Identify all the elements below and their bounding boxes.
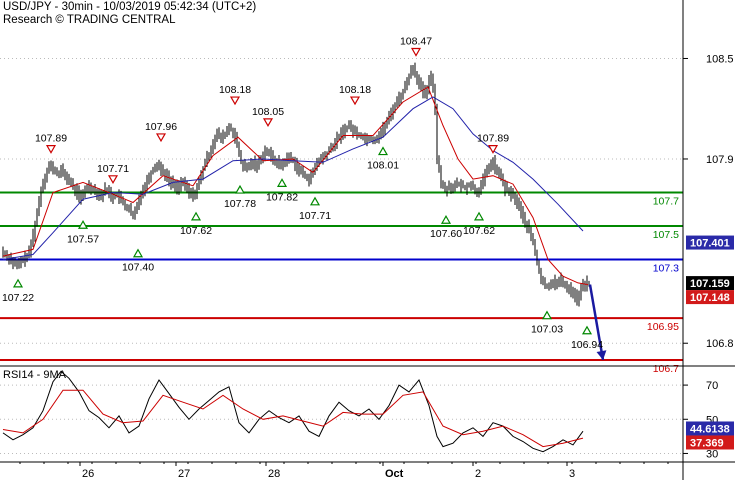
swing-high-marker [229,96,241,106]
rsi-value-tag-text: 37.369 [690,437,724,449]
price-tick-label: 108.5 [706,53,734,65]
level-label: 107.5 [653,229,679,241]
swing-low-label: 106.94 [571,339,603,351]
swing-low-marker [12,278,24,288]
level-label: 106.7 [653,363,679,375]
swing-high-marker [155,133,167,143]
swing-low-marker [77,220,89,229]
swing-high-label: 108.47 [400,36,432,48]
swing-high-marker [487,145,499,154]
swing-high-label: 108.18 [219,84,251,96]
swing-high-label: 108.05 [252,106,284,118]
swing-low-label: 107.82 [266,191,298,203]
swing-high-marker [349,96,361,106]
swing-high-marker [45,145,57,154]
swing-high-label: 107.71 [97,163,129,175]
swing-low-marker [581,325,593,335]
level-label: 107.3 [653,262,679,274]
chart-title: USD/JPY - 30min - 10/03/2019 05:42:34 (U… [3,1,257,13]
level-label: 107.7 [653,195,679,207]
swing-low-label: 107.62 [463,225,495,237]
price-tick-label: 106.8 [706,338,734,350]
time-tick-label: 26 [82,468,94,480]
swing-high-label: 107.96 [145,121,177,133]
swing-low-label: 107.03 [531,324,563,336]
rsi-line [2,370,584,453]
rsi-tick-label: 70 [706,380,718,392]
swing-low-marker [541,310,553,320]
swing-low-label: 108.01 [367,160,399,172]
swing-low-label: 107.71 [299,210,331,222]
swing-low-label: 107.22 [2,292,34,304]
rsi-panel-title: RSI14 - 9MA [3,369,67,381]
swing-low-label: 107.40 [122,262,154,274]
projection-arrowhead [596,350,607,360]
rsi-value-tag-box [686,435,734,450]
swing-high-label: 107.89 [35,133,67,145]
swing-high-marker [262,118,274,128]
rsi-tick-label: 30 [706,448,718,460]
time-tick-label: Oct [385,468,404,480]
swing-low-marker [473,211,485,221]
swing-low-label: 107.78 [224,198,256,210]
swing-low-marker [276,178,288,187]
swing-low-marker [309,196,321,206]
time-tick-label: 2 [475,468,481,480]
swing-low-marker [190,211,202,221]
ma_slow-line [2,96,584,260]
swing-low-marker [234,184,246,194]
rsi_ma-line [2,389,584,448]
price-tag-box [686,235,734,250]
price-tick-label: 107.9 [706,154,734,166]
swing-high-label: 108.18 [339,84,371,96]
rsi-value-tag: 37.369 [686,435,734,450]
time-tick-label: 3 [569,468,575,480]
swing-low-label: 107.57 [67,233,99,245]
swing-low-marker [440,215,452,224]
price-tag: 107.401 [686,235,734,250]
swing-low-marker [132,248,144,258]
price-tag-box [686,276,734,291]
price-tag: 107.159 [686,276,734,291]
price-tag-text: 107.148 [690,292,730,304]
time-tick-label: 28 [268,468,280,480]
time-tick-label: 27 [178,468,190,480]
chart-credit: Research © TRADING CENTRAL [3,14,176,26]
swing-low-label: 107.62 [180,225,212,237]
price-tag-text: 107.401 [690,238,730,250]
projection-arrow-line [588,284,605,361]
price-tag: 107.148 [686,290,734,305]
rsi-value-tag: 44.6138 [686,421,734,436]
price-tag-text: 107.159 [690,278,730,290]
ma_fast-line [2,86,589,286]
swing-high-marker [410,47,422,57]
rsi-value-tag-box [686,421,734,436]
level-label: 106.95 [647,321,679,333]
swing-high-label: 107.89 [477,133,509,145]
swing-high-marker [107,175,119,185]
swing-low-marker [377,146,389,156]
rsi-value-tag-text: 44.6138 [690,423,730,435]
price-tag-box [686,290,734,305]
swing-low-label: 107.60 [430,228,462,240]
